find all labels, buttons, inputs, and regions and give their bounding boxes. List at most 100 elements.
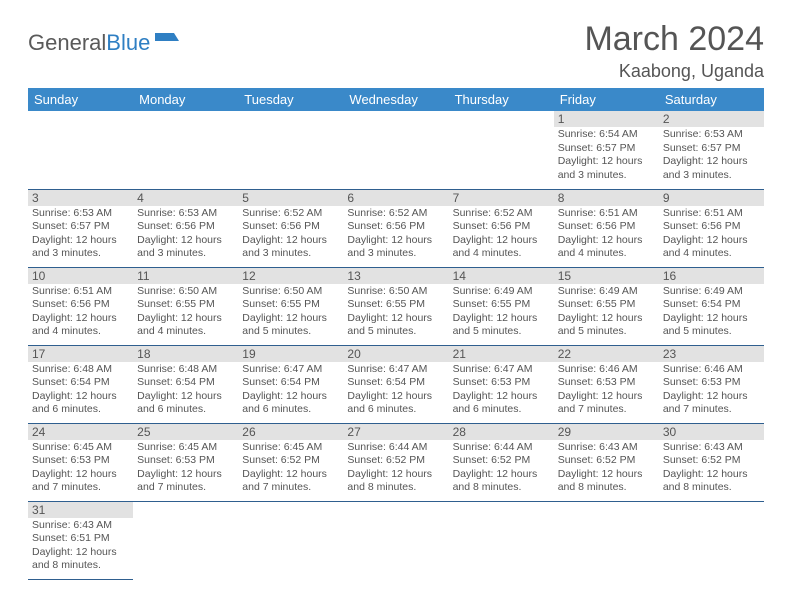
calendar-day-cell: 10Sunrise: 6:51 AMSunset: 6:56 PMDayligh… [28,267,133,345]
header: GeneralBlue March 2024 Kaabong, Uganda [28,20,764,82]
calendar-day-cell: 16Sunrise: 6:49 AMSunset: 6:54 PMDayligh… [659,267,764,345]
flag-icon [154,30,180,56]
day-details: Sunrise: 6:45 AMSunset: 6:52 PMDaylight:… [238,440,343,498]
day-number: 1 [554,111,659,127]
day-number: 13 [343,268,448,284]
calendar-day-cell: 26Sunrise: 6:45 AMSunset: 6:52 PMDayligh… [238,423,343,501]
day-number: 9 [659,190,764,206]
day-number: 27 [343,424,448,440]
calendar-day-cell [449,111,554,189]
day-number: 15 [554,268,659,284]
calendar-day-cell: 27Sunrise: 6:44 AMSunset: 6:52 PMDayligh… [343,423,448,501]
calendar-day-cell: 28Sunrise: 6:44 AMSunset: 6:52 PMDayligh… [449,423,554,501]
day-details: Sunrise: 6:47 AMSunset: 6:54 PMDaylight:… [238,362,343,420]
day-details: Sunrise: 6:51 AMSunset: 6:56 PMDaylight:… [659,206,764,264]
day-details: Sunrise: 6:48 AMSunset: 6:54 PMDaylight:… [28,362,133,420]
day-details: Sunrise: 6:50 AMSunset: 6:55 PMDaylight:… [343,284,448,342]
day-number: 28 [449,424,554,440]
location: Kaabong, Uganda [584,61,764,82]
weekday-header: Thursday [449,88,554,111]
calendar-day-cell: 3Sunrise: 6:53 AMSunset: 6:57 PMDaylight… [28,189,133,267]
calendar-day-cell: 21Sunrise: 6:47 AMSunset: 6:53 PMDayligh… [449,345,554,423]
logo-text-general: General [28,30,106,56]
day-number: 21 [449,346,554,362]
day-details: Sunrise: 6:49 AMSunset: 6:55 PMDaylight:… [554,284,659,342]
day-number: 7 [449,190,554,206]
calendar-day-cell [133,111,238,189]
weekday-header: Saturday [659,88,764,111]
calendar-day-cell: 7Sunrise: 6:52 AMSunset: 6:56 PMDaylight… [449,189,554,267]
calendar-week-row: 3Sunrise: 6:53 AMSunset: 6:57 PMDaylight… [28,189,764,267]
day-details: Sunrise: 6:52 AMSunset: 6:56 PMDaylight:… [449,206,554,264]
day-details: Sunrise: 6:48 AMSunset: 6:54 PMDaylight:… [133,362,238,420]
weekday-header: Friday [554,88,659,111]
calendar-day-cell: 5Sunrise: 6:52 AMSunset: 6:56 PMDaylight… [238,189,343,267]
calendar-week-row: 24Sunrise: 6:45 AMSunset: 6:53 PMDayligh… [28,423,764,501]
day-number: 26 [238,424,343,440]
day-details: Sunrise: 6:45 AMSunset: 6:53 PMDaylight:… [28,440,133,498]
calendar-day-cell [133,501,238,579]
day-details: Sunrise: 6:52 AMSunset: 6:56 PMDaylight:… [238,206,343,264]
title-block: March 2024 Kaabong, Uganda [584,20,764,82]
day-details: Sunrise: 6:43 AMSunset: 6:52 PMDaylight:… [659,440,764,498]
calendar-day-cell: 13Sunrise: 6:50 AMSunset: 6:55 PMDayligh… [343,267,448,345]
calendar-day-cell [554,501,659,579]
day-details: Sunrise: 6:51 AMSunset: 6:56 PMDaylight:… [28,284,133,342]
calendar-day-cell [28,111,133,189]
day-number: 23 [659,346,764,362]
calendar-week-row: 17Sunrise: 6:48 AMSunset: 6:54 PMDayligh… [28,345,764,423]
day-number: 14 [449,268,554,284]
day-number: 24 [28,424,133,440]
day-number: 18 [133,346,238,362]
day-details: Sunrise: 6:47 AMSunset: 6:54 PMDaylight:… [343,362,448,420]
calendar-day-cell [343,111,448,189]
day-number: 5 [238,190,343,206]
calendar-day-cell: 4Sunrise: 6:53 AMSunset: 6:56 PMDaylight… [133,189,238,267]
day-number: 19 [238,346,343,362]
calendar-week-row: 31Sunrise: 6:43 AMSunset: 6:51 PMDayligh… [28,501,764,579]
day-details: Sunrise: 6:54 AMSunset: 6:57 PMDaylight:… [554,127,659,185]
calendar-day-cell [659,501,764,579]
day-number: 16 [659,268,764,284]
calendar-day-cell: 23Sunrise: 6:46 AMSunset: 6:53 PMDayligh… [659,345,764,423]
day-details: Sunrise: 6:53 AMSunset: 6:57 PMDaylight:… [28,206,133,264]
day-number: 17 [28,346,133,362]
day-number: 3 [28,190,133,206]
day-details: Sunrise: 6:53 AMSunset: 6:56 PMDaylight:… [133,206,238,264]
calendar-day-cell: 15Sunrise: 6:49 AMSunset: 6:55 PMDayligh… [554,267,659,345]
calendar-day-cell [449,501,554,579]
logo-text-blue: Blue [106,30,150,56]
day-number: 12 [238,268,343,284]
day-details: Sunrise: 6:50 AMSunset: 6:55 PMDaylight:… [133,284,238,342]
calendar-day-cell: 14Sunrise: 6:49 AMSunset: 6:55 PMDayligh… [449,267,554,345]
day-details: Sunrise: 6:47 AMSunset: 6:53 PMDaylight:… [449,362,554,420]
day-details: Sunrise: 6:52 AMSunset: 6:56 PMDaylight:… [343,206,448,264]
calendar-day-cell: 2Sunrise: 6:53 AMSunset: 6:57 PMDaylight… [659,111,764,189]
day-number: 20 [343,346,448,362]
calendar-day-cell [238,501,343,579]
day-number: 11 [133,268,238,284]
weekday-header: Tuesday [238,88,343,111]
logo: GeneralBlue [28,30,180,56]
calendar-day-cell: 1Sunrise: 6:54 AMSunset: 6:57 PMDaylight… [554,111,659,189]
calendar-day-cell [238,111,343,189]
calendar-day-cell: 18Sunrise: 6:48 AMSunset: 6:54 PMDayligh… [133,345,238,423]
day-details: Sunrise: 6:44 AMSunset: 6:52 PMDaylight:… [343,440,448,498]
day-details: Sunrise: 6:46 AMSunset: 6:53 PMDaylight:… [659,362,764,420]
calendar-week-row: 1Sunrise: 6:54 AMSunset: 6:57 PMDaylight… [28,111,764,189]
calendar-day-cell [343,501,448,579]
day-details: Sunrise: 6:53 AMSunset: 6:57 PMDaylight:… [659,127,764,185]
day-number: 10 [28,268,133,284]
calendar-week-row: 10Sunrise: 6:51 AMSunset: 6:56 PMDayligh… [28,267,764,345]
calendar-day-cell: 25Sunrise: 6:45 AMSunset: 6:53 PMDayligh… [133,423,238,501]
day-number: 29 [554,424,659,440]
day-number: 4 [133,190,238,206]
calendar-table: SundayMondayTuesdayWednesdayThursdayFrid… [28,88,764,580]
calendar-day-cell: 24Sunrise: 6:45 AMSunset: 6:53 PMDayligh… [28,423,133,501]
day-number: 30 [659,424,764,440]
calendar-day-cell: 8Sunrise: 6:51 AMSunset: 6:56 PMDaylight… [554,189,659,267]
calendar-day-cell: 30Sunrise: 6:43 AMSunset: 6:52 PMDayligh… [659,423,764,501]
calendar-day-cell: 19Sunrise: 6:47 AMSunset: 6:54 PMDayligh… [238,345,343,423]
day-details: Sunrise: 6:44 AMSunset: 6:52 PMDaylight:… [449,440,554,498]
calendar-header-row: SundayMondayTuesdayWednesdayThursdayFrid… [28,88,764,111]
